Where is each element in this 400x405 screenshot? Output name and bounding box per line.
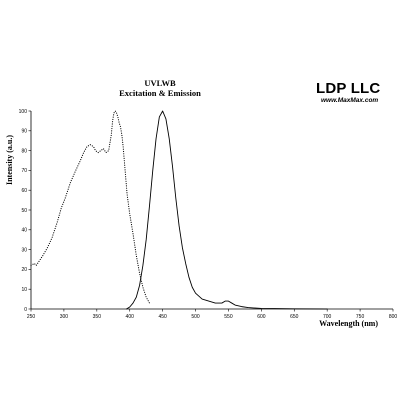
- x-tick-label: 350: [93, 314, 102, 320]
- y-tick-label: 30: [21, 247, 27, 253]
- x-tick-label: 600: [257, 314, 266, 320]
- chart-subtitle: Excitation & Emission: [119, 88, 201, 98]
- y-axis-label: Intensity (a.u.): [5, 135, 14, 185]
- chart-title: UVLWB: [144, 78, 176, 88]
- x-tick-label: 500: [191, 314, 200, 320]
- y-tick-label: 60: [21, 188, 27, 194]
- logo-name: LDP LLC: [316, 80, 381, 97]
- y-tick-label: 20: [21, 267, 27, 273]
- x-tick-label: 700: [323, 314, 332, 320]
- emission-series-line: [125, 110, 328, 310]
- chart-title-block: UVLWB Excitation & Emission: [100, 78, 220, 98]
- y-tick-label: 0: [24, 307, 27, 313]
- logo-url: www.MaxMax.com: [321, 97, 379, 104]
- x-tick-label: 800: [389, 314, 398, 320]
- x-tick-label: 300: [60, 314, 69, 320]
- x-tick-label: 550: [224, 314, 233, 320]
- x-tick-label: 750: [356, 314, 365, 320]
- y-tick-label: 10: [21, 287, 27, 293]
- y-tick-label: 40: [21, 228, 27, 234]
- series-layer: [30, 110, 328, 310]
- plot-axes: [30, 111, 393, 310]
- x-tick-label: 400: [126, 314, 135, 320]
- y-tick-label: 100: [19, 109, 28, 115]
- x-axis-label: Wavelength (nm): [319, 319, 378, 328]
- y-tick-label: 50: [21, 208, 27, 214]
- x-tick-label: 250: [27, 314, 36, 320]
- x-tick-label: 650: [290, 314, 299, 320]
- y-tick-label: 70: [21, 168, 27, 174]
- excitation-series-line: [30, 110, 151, 304]
- x-tick-label: 450: [158, 314, 167, 320]
- y-tick-label: 90: [21, 129, 27, 135]
- y-tick-label: 80: [21, 148, 27, 154]
- tick-marks: 250 300 350 400 450 500 550 600 650 700 750 800 0 10 2…: [19, 109, 398, 320]
